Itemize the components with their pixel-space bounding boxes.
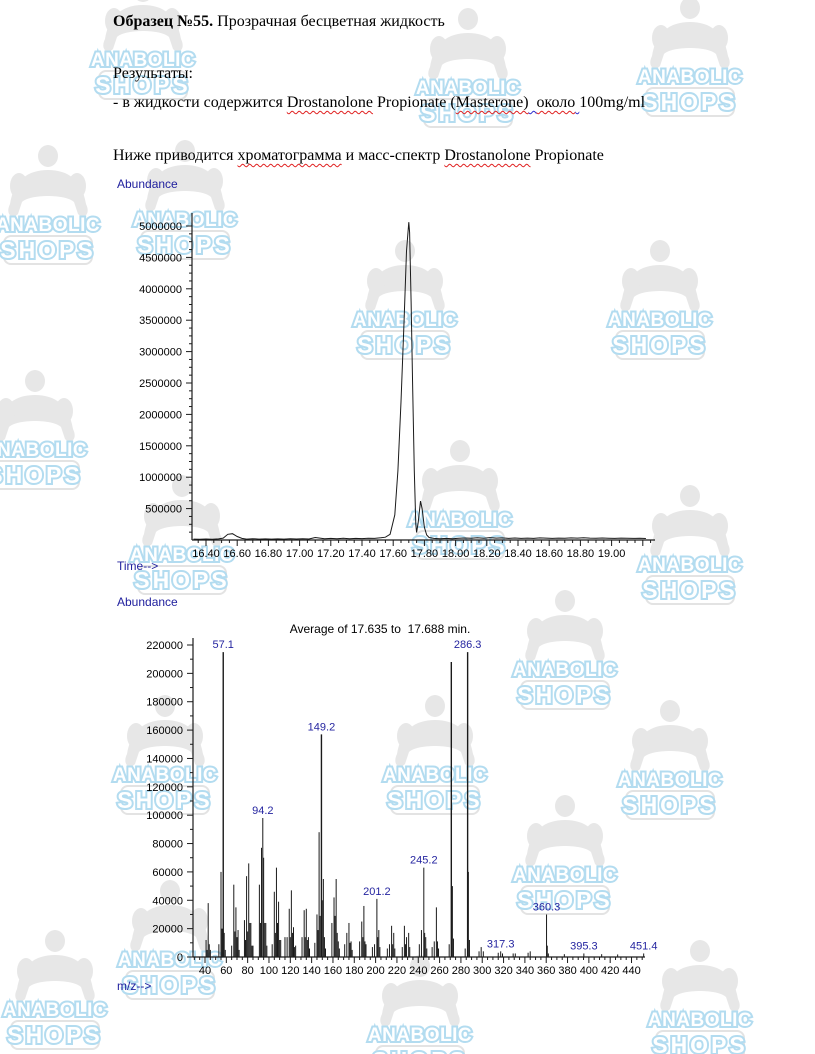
svg-text:160000: 160000 [146,725,183,737]
result-segment [529,94,537,111]
chromatogram-ylabel: Abundance [117,177,178,191]
svg-text:19.00: 19.00 [598,548,626,560]
svg-text:40: 40 [199,965,211,977]
mass-spectrum-chart: 0 20000 40000 60000 80000 100000 120000 140000 1… [146,638,657,977]
svg-text:140: 140 [302,965,320,977]
svg-text:260: 260 [430,965,448,977]
svg-text:1000000: 1000000 [139,472,182,484]
svg-text:60: 60 [220,965,232,977]
svg-text:16.80: 16.80 [255,548,283,560]
svg-text:340: 340 [516,965,534,977]
result-segment: около [536,94,576,111]
result-segment: Drostanolone [286,94,374,111]
svg-text:280: 280 [452,965,470,977]
svg-text:4000000: 4000000 [139,284,182,296]
sample-title: Образец №55. Прозрачная бесцветная жидко… [113,12,445,31]
svg-text:360: 360 [537,965,555,977]
result-segment: Masterone) [455,94,529,111]
svg-text:380: 380 [558,965,576,977]
svg-text:180000: 180000 [146,697,183,709]
chromatogram-xlabel: Time--> [117,559,159,573]
sample-description: Прозрачная бесцветная жидкость [213,13,445,30]
svg-text:2000000: 2000000 [139,409,182,421]
svg-text:18.20: 18.20 [473,548,501,560]
svg-text:3000000: 3000000 [139,347,182,359]
svg-text:120000: 120000 [146,782,183,794]
svg-text:17.80: 17.80 [411,548,439,560]
svg-text:18.80: 18.80 [567,548,595,560]
peak-label: 395.3 [570,940,598,952]
svg-text:4500000: 4500000 [139,252,182,264]
svg-text:3500000: 3500000 [139,315,182,327]
svg-text:0: 0 [177,952,183,964]
svg-text:16.40: 16.40 [192,548,220,560]
svg-text:220000: 220000 [146,640,183,652]
note-line: Ниже приводится хроматограмма и масс-спе… [113,146,604,165]
svg-text:160: 160 [324,965,342,977]
spectrum-title: Average of 17.635 to 17.688 min. [289,622,471,636]
svg-text:20000: 20000 [152,924,183,936]
peak-label: 451.4 [630,940,658,952]
note-segment: и масс-спектр [341,147,445,164]
spectrum-xlabel: m/z--> [117,979,152,993]
peak-label: 317.3 [487,938,515,950]
svg-text:18.60: 18.60 [535,548,563,560]
svg-text:320: 320 [494,965,512,977]
svg-text:100: 100 [260,965,278,977]
note-segment: Ниже приводится [113,147,238,164]
svg-text:100000: 100000 [146,810,183,822]
result-segment: Propionate ( [373,94,456,111]
svg-text:180: 180 [345,965,363,977]
note-segment: Drostanolone [444,147,531,164]
note-segment: Propionate [530,147,604,164]
svg-text:1500000: 1500000 [139,441,182,453]
svg-text:17.40: 17.40 [348,548,376,560]
svg-text:2500000: 2500000 [139,378,182,390]
svg-text:18.00: 18.00 [442,548,470,560]
svg-text:300: 300 [473,965,491,977]
svg-text:17.20: 17.20 [317,548,345,560]
svg-text:80000: 80000 [152,839,183,851]
peak-label: 201.2 [363,886,391,898]
svg-text:60000: 60000 [152,867,183,879]
svg-text:240: 240 [409,965,427,977]
svg-text:18.40: 18.40 [504,548,532,560]
svg-text:220: 220 [388,965,406,977]
svg-text:17.60: 17.60 [379,548,407,560]
svg-text:200000: 200000 [146,668,183,680]
peak-label: 94.2 [252,805,273,817]
svg-text:200: 200 [366,965,384,977]
svg-text:440: 440 [622,965,640,977]
svg-text:500000: 500000 [145,504,182,516]
svg-text:5000000: 5000000 [139,221,182,233]
svg-text:120: 120 [281,965,299,977]
result-segment: - в жидкости содержится [113,94,287,111]
result-segment: 100mg/ml [579,94,646,111]
sample-number: Образец №55. [113,13,214,30]
note-segment: хроматограмма [237,147,342,164]
peak-label: 245.2 [410,855,438,867]
svg-text:140000: 140000 [146,753,183,765]
peak-label: 57.1 [213,639,234,651]
svg-text:420: 420 [601,965,619,977]
peak-label: 286.3 [454,639,482,651]
svg-text:80: 80 [242,965,254,977]
svg-text:17.00: 17.00 [286,548,314,560]
svg-text:40000: 40000 [152,895,183,907]
chromatogram-chart: 500000 1000000 1500000 2000000 2500000 300000… [139,213,655,560]
svg-text:400: 400 [580,965,598,977]
results-label: Результаты: [113,65,193,82]
result-line: - в жидкости содержится Drostanolone Pro… [113,93,645,112]
spectrum-ylabel: Abundance [117,595,178,609]
svg-text:16.60: 16.60 [223,548,251,560]
peak-label: 360.3 [533,901,561,913]
peak-label: 149.2 [308,721,336,733]
